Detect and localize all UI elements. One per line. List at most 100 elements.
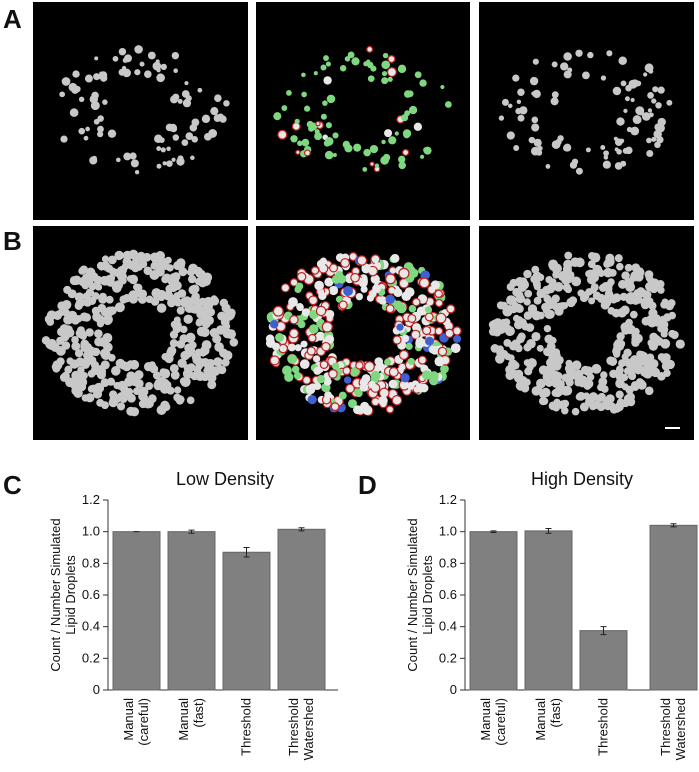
droplet [407, 357, 415, 365]
droplet [355, 293, 363, 301]
droplet [138, 387, 147, 397]
droplet [325, 309, 335, 319]
droplet [607, 307, 616, 315]
y-axis-label-line: Count / Number Simulated [405, 518, 420, 671]
droplet [591, 363, 602, 374]
droplet [381, 70, 388, 77]
droplet [170, 370, 180, 380]
droplet [651, 98, 657, 104]
droplet [508, 103, 513, 109]
droplet [182, 99, 192, 108]
droplet [391, 395, 403, 406]
droplet [156, 289, 167, 300]
droplet [386, 67, 397, 78]
droplet [582, 71, 590, 80]
droplet [93, 275, 103, 285]
droplet [544, 334, 554, 344]
droplet [66, 357, 74, 365]
droplet [564, 251, 573, 260]
droplet [623, 108, 628, 114]
droplet [564, 266, 572, 274]
droplet [344, 144, 353, 153]
x-tick-label: Manual(careful) [478, 698, 508, 746]
droplet [165, 123, 174, 132]
droplet [320, 64, 327, 71]
droplet [641, 301, 650, 310]
droplet [108, 354, 116, 362]
droplet [568, 296, 578, 305]
droplet [622, 147, 629, 154]
droplet [145, 381, 154, 390]
droplet [428, 345, 437, 354]
droplet [212, 334, 222, 344]
droplet [624, 263, 633, 272]
droplet [94, 337, 104, 347]
droplet [71, 275, 82, 285]
droplet [313, 71, 318, 76]
droplet [313, 382, 322, 390]
droplet [185, 333, 195, 344]
droplet [560, 62, 569, 71]
droplet [650, 278, 660, 287]
droplet [115, 358, 125, 369]
droplet [340, 258, 350, 268]
droplet [548, 259, 559, 270]
droplet [79, 331, 88, 340]
droplet [164, 256, 172, 264]
droplet [519, 106, 528, 115]
droplet [107, 129, 117, 138]
droplet [113, 381, 121, 390]
droplet [440, 364, 449, 374]
error-bar [490, 530, 497, 533]
droplet [315, 120, 321, 127]
x-tick-label-line: Threshold [239, 698, 254, 756]
droplet [56, 357, 65, 366]
y-tick-label: 0.8 [439, 555, 457, 570]
droplet [410, 329, 421, 340]
droplet [516, 99, 522, 104]
y-tick-label: 0 [450, 682, 457, 697]
droplet [580, 365, 590, 375]
droplet [319, 360, 329, 369]
droplet [78, 96, 85, 103]
droplet [347, 51, 355, 59]
droplet [394, 131, 399, 136]
droplet [308, 295, 319, 306]
droplet [339, 64, 347, 72]
droplet [651, 136, 657, 142]
droplet [429, 371, 439, 381]
droplet [166, 146, 171, 152]
droplet [179, 297, 188, 306]
droplet [108, 397, 119, 408]
droplet [589, 286, 597, 294]
droplet [73, 371, 83, 381]
droplet [286, 90, 292, 96]
droplet [588, 251, 596, 260]
droplet [564, 285, 572, 294]
x-tick-label: Manual(fast) [176, 698, 206, 741]
droplet [277, 129, 288, 140]
droplet [543, 324, 552, 333]
droplet [396, 323, 404, 331]
droplet [409, 268, 419, 278]
droplet [310, 266, 320, 275]
droplet [118, 47, 127, 56]
droplet [353, 143, 362, 152]
droplet [661, 361, 671, 371]
bar [277, 528, 326, 691]
droplet [197, 277, 208, 288]
droplet [181, 139, 189, 146]
droplet [629, 310, 638, 319]
droplet [351, 57, 360, 66]
droplet [641, 112, 651, 121]
droplet [296, 272, 307, 282]
droplet [552, 387, 563, 398]
droplet [201, 114, 211, 124]
y-axis-label: Count / Number SimulatedLipid Droplets [48, 518, 78, 671]
droplet [175, 396, 184, 405]
droplet [289, 315, 299, 325]
droplet [129, 152, 137, 160]
droplet [616, 148, 622, 155]
droplet [529, 76, 539, 86]
droplet [444, 101, 452, 108]
